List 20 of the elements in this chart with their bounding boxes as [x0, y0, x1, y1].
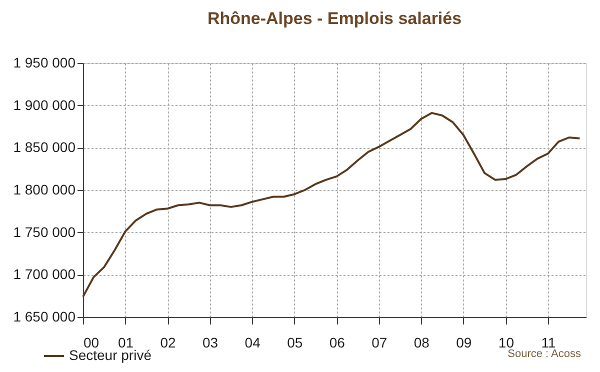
x-tick-label: 11 — [541, 334, 556, 350]
x-tick-label: 08 — [414, 334, 430, 350]
x-tick-label: 10 — [498, 334, 514, 350]
x-tick-label: 09 — [456, 334, 472, 350]
y-tick-label: 1 800 000 — [13, 182, 76, 198]
x-tick-label: 04 — [244, 334, 261, 350]
y-tick-label: 1 650 000 — [13, 308, 76, 324]
x-tick-label: 05 — [287, 334, 303, 350]
x-tick-label: 03 — [202, 334, 218, 350]
y-tick-label: 1 750 000 — [13, 224, 76, 240]
y-tick-label: 1 850 000 — [13, 139, 76, 156]
y-tick-label: 1 900 000 — [13, 96, 76, 113]
y-tick-label: 1 950 000 — [13, 54, 76, 70]
x-tick-label: 06 — [329, 334, 346, 350]
chart-title: Rhône-Alpes - Emplois salariés — [207, 9, 462, 28]
x-tick-label: 02 — [160, 334, 176, 350]
y-tick-label: 1 700 000 — [13, 266, 76, 282]
x-tick-label: 07 — [372, 334, 388, 350]
line-series — [82, 112, 581, 298]
source-note: Source : Acoss — [508, 348, 582, 360]
